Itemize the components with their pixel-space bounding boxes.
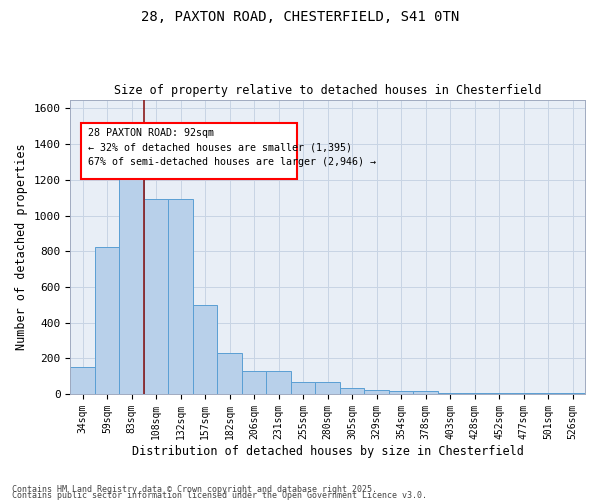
Text: 28 PAXTON ROAD: 92sqm
← 32% of detached houses are smaller (1,395)
67% of semi-d: 28 PAXTON ROAD: 92sqm ← 32% of detached … <box>88 128 376 167</box>
Bar <box>536 393 560 394</box>
Bar <box>438 393 463 394</box>
Bar <box>413 392 438 394</box>
Bar <box>193 305 217 394</box>
Bar <box>95 247 119 394</box>
Bar <box>119 160 144 394</box>
Bar <box>389 392 413 394</box>
X-axis label: Distribution of detached houses by size in Chesterfield: Distribution of detached houses by size … <box>132 444 524 458</box>
Bar <box>340 388 364 394</box>
Bar <box>80 123 297 179</box>
Bar <box>463 393 487 394</box>
Bar <box>364 390 389 394</box>
Bar <box>144 200 169 394</box>
Bar <box>169 200 193 394</box>
Bar <box>291 382 316 394</box>
Title: Size of property relative to detached houses in Chesterfield: Size of property relative to detached ho… <box>114 84 541 97</box>
Bar <box>217 353 242 394</box>
Bar <box>316 382 340 394</box>
Text: 28, PAXTON ROAD, CHESTERFIELD, S41 0TN: 28, PAXTON ROAD, CHESTERFIELD, S41 0TN <box>141 10 459 24</box>
Bar <box>560 393 585 394</box>
Bar <box>70 367 95 394</box>
Bar <box>242 371 266 394</box>
Bar <box>266 371 291 394</box>
Bar <box>487 393 511 394</box>
Text: Contains HM Land Registry data © Crown copyright and database right 2025.: Contains HM Land Registry data © Crown c… <box>12 484 377 494</box>
Bar <box>511 393 536 394</box>
Y-axis label: Number of detached properties: Number of detached properties <box>15 144 28 350</box>
Text: Contains public sector information licensed under the Open Government Licence v3: Contains public sector information licen… <box>12 491 427 500</box>
